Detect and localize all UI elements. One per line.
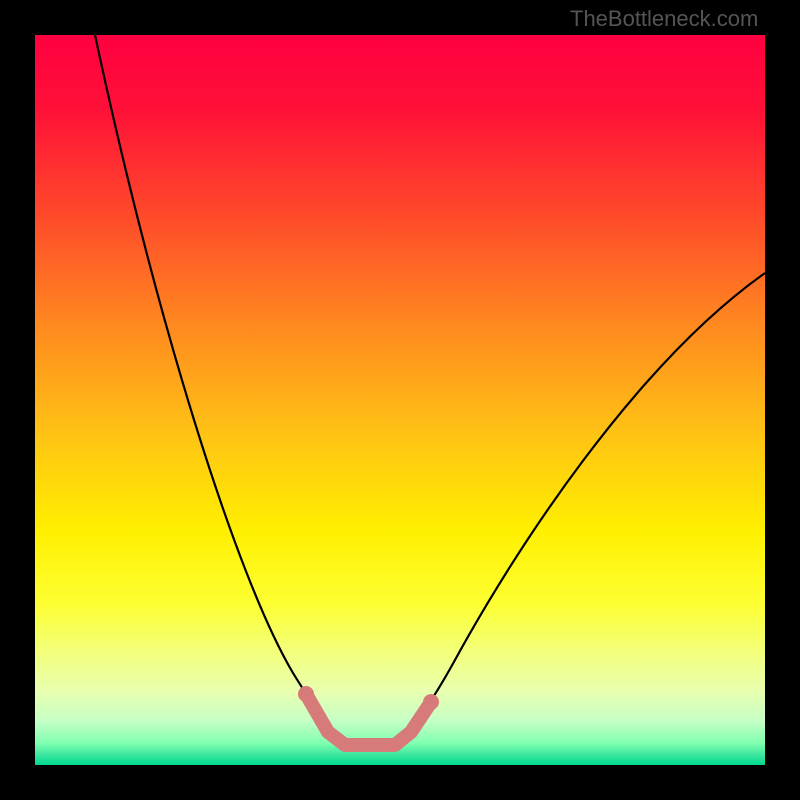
chart-svg <box>35 35 765 765</box>
marker-dot <box>423 694 439 710</box>
marker-dot <box>298 686 314 702</box>
plot-area <box>35 35 765 765</box>
gradient-background <box>35 35 765 765</box>
watermark-text: TheBottleneck.com <box>570 6 758 32</box>
chart-container: TheBottleneck.com <box>0 0 800 800</box>
